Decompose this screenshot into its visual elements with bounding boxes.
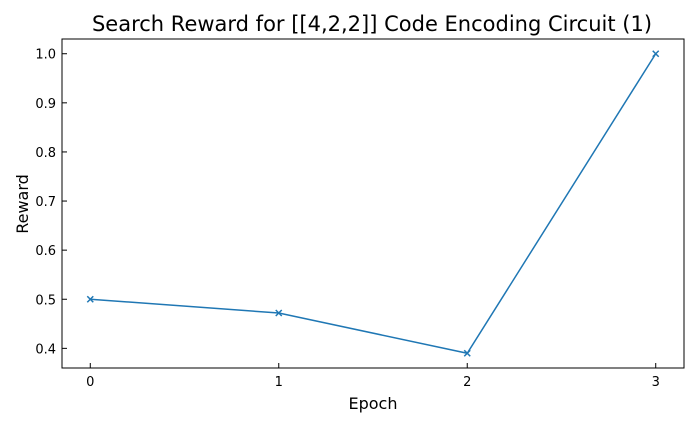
- data-point-marker: [86, 295, 94, 303]
- data-point-marker: [463, 349, 471, 357]
- x-axis: 0 1 2 3: [86, 363, 660, 390]
- x-tick-label: 0: [86, 375, 94, 390]
- y-axis: 0.4 0.5 0.6 0.7 0.8 0.9 1.0: [35, 48, 67, 357]
- y-tick-label: 0.7: [35, 195, 56, 210]
- chart-title: Search Reward for [[4,2,2]] Code Encodin…: [92, 12, 652, 36]
- series-line: [90, 53, 657, 355]
- data-point-marker: [275, 309, 283, 317]
- y-axis-label: Reward: [13, 174, 32, 234]
- x-tick-label: 2: [463, 375, 471, 390]
- y-tick-label: 0.8: [35, 146, 56, 161]
- series-layer: [86, 50, 660, 357]
- y-tick-label: 0.9: [35, 97, 56, 112]
- plot-frame: [61, 38, 685, 369]
- x-tick-label: 3: [652, 375, 660, 390]
- y-tick-label: 1.0: [35, 48, 56, 63]
- x-axis-label: Epoch: [349, 394, 398, 413]
- y-tick-label: 0.4: [35, 342, 56, 357]
- y-tick-label: 0.5: [35, 293, 56, 308]
- x-tick-label: 1: [275, 375, 283, 390]
- data-point-marker: [652, 50, 660, 58]
- y-tick-label: 0.6: [35, 244, 56, 259]
